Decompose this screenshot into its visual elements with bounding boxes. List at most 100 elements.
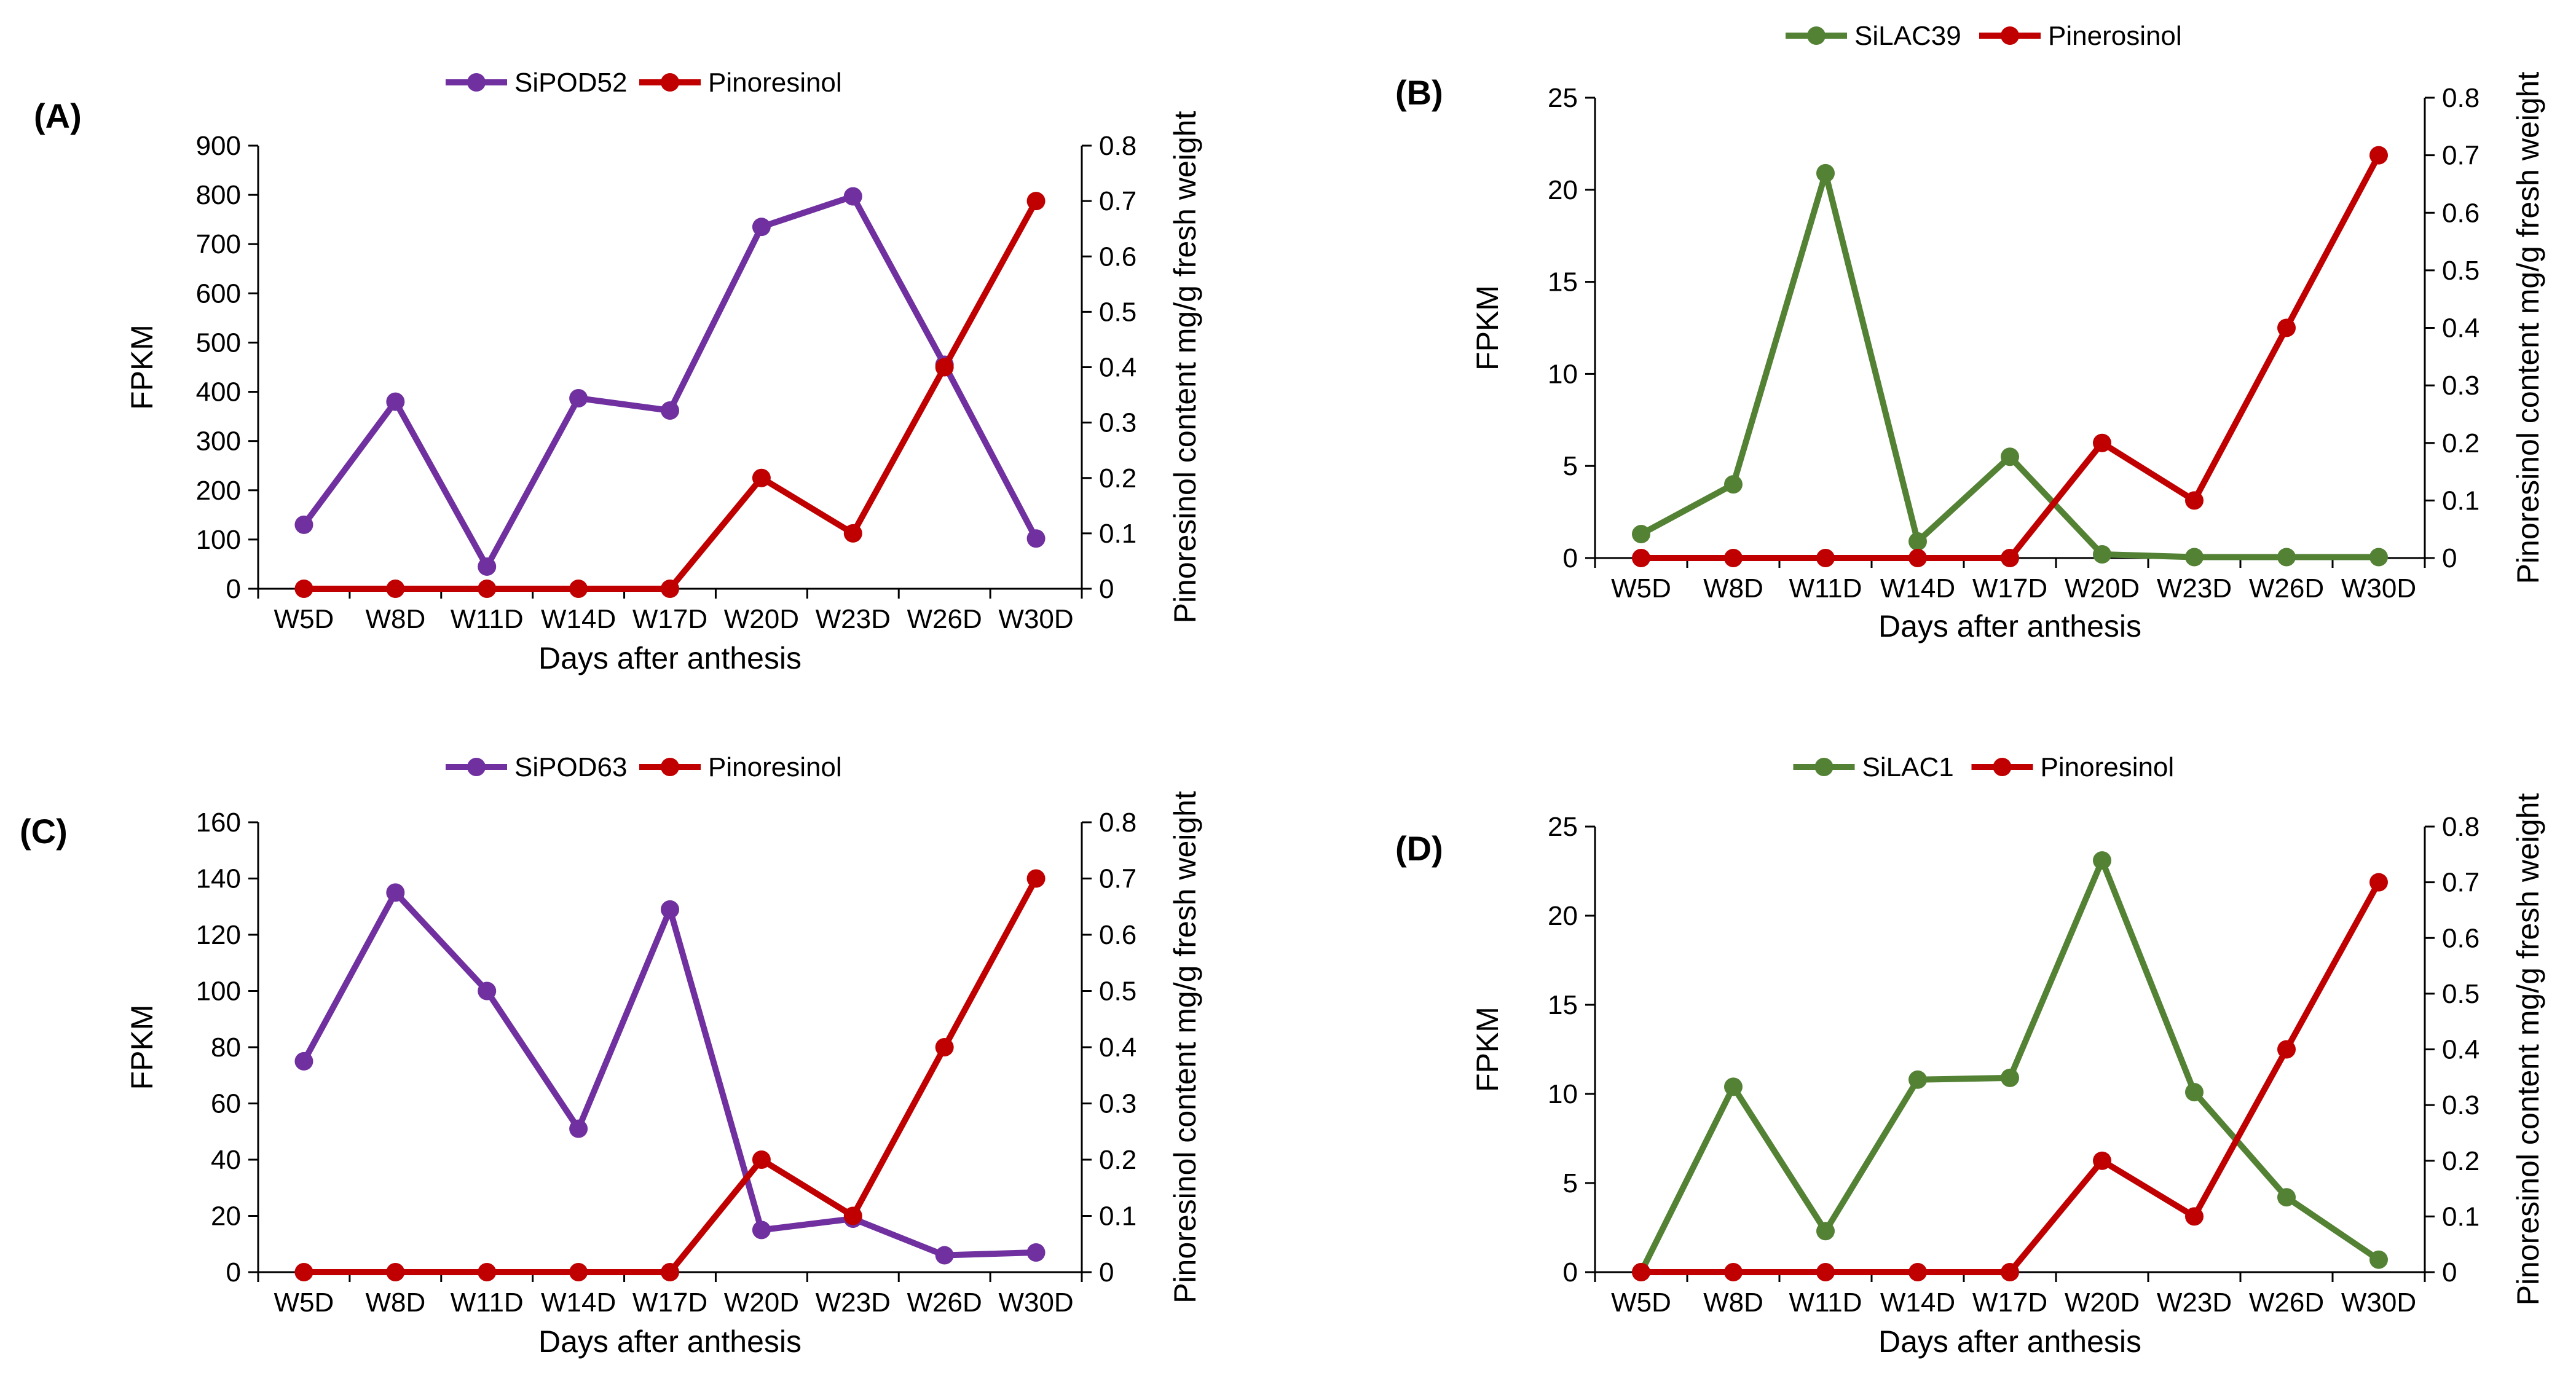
x-tick-label: W14D [541, 1288, 616, 1318]
x-tick-label: W17D [1972, 1288, 2047, 1318]
y-left-tick-label: 0 [226, 1257, 241, 1288]
panel-label: (C) [20, 812, 68, 851]
x-tick-label: W26D [907, 604, 982, 634]
y-right-tick-label: 0.8 [1099, 131, 1136, 161]
data-point-pinoresinol [2093, 1151, 2111, 1170]
data-point-pinoresinol [386, 580, 405, 598]
chart-panel-c: (C) 0 20 40 60 80 100 120 140 160 0 0.1 0.2 0.3 0.4 0.5… [20, 752, 1202, 1359]
data-point-silac39 [2185, 548, 2204, 567]
data-point-pinerosinol [1632, 549, 1650, 567]
y-right-tick-label: 0.6 [1099, 920, 1136, 950]
y-right-tick-label: 0 [2442, 543, 2457, 573]
y-left-tick-label: 400 [196, 377, 241, 407]
x-tick-label: W8D [365, 604, 425, 634]
data-point-pinoresinol [569, 1263, 588, 1281]
y-right-tick-label: 0.2 [2442, 428, 2479, 458]
data-point-silac1 [2277, 1188, 2296, 1207]
legend-marker-pinoresinol [661, 73, 679, 92]
y-axis-right-title: Pinoresinol content mg/g fresh weight [1168, 791, 1202, 1303]
y-right-tick-label: 0.3 [2442, 371, 2479, 401]
y-axis-right-title: Pinoresinol content mg/g fresh weight [2511, 793, 2545, 1306]
y-right-tick-label: 0.4 [1099, 353, 1136, 383]
y-left-tick-label: 20 [1548, 901, 1578, 931]
y-right-tick-label: 0.7 [1099, 864, 1136, 894]
data-point-sipod52 [294, 515, 313, 534]
x-tick-label: W20D [2065, 1288, 2140, 1318]
data-point-pinerosinol [1908, 549, 1927, 567]
x-tick-label: W14D [1880, 1288, 1955, 1318]
y-right-tick-label: 0.4 [1099, 1032, 1136, 1063]
x-tick-label: W11D [1789, 573, 1862, 603]
y-right-tick-label: 0.6 [2442, 923, 2479, 953]
data-point-sipod52 [1026, 529, 1046, 548]
legend-marker-silac39 [1807, 26, 1826, 45]
data-point-pinoresinol [569, 580, 588, 598]
x-tick-label: W11D [451, 604, 524, 634]
data-point-silac39 [2369, 548, 2388, 567]
y-left-tick-label: 100 [196, 525, 241, 555]
y-left-tick-label: 200 [196, 476, 241, 506]
y-right-tick-label: 0.8 [2442, 83, 2479, 113]
series-line-pinerosinol [1641, 154, 2382, 561]
data-point-pinerosinol [1724, 549, 1743, 567]
legend-label: Pinoresinol [708, 68, 842, 98]
y-axis-left-title: FPKM [1470, 1007, 1505, 1092]
data-point-sipod63 [386, 883, 405, 902]
y-right-tick-label: 0 [2442, 1257, 2457, 1288]
x-tick-label: W11D [1789, 1288, 1862, 1318]
y-axis-left-title: FPKM [125, 324, 159, 410]
data-point-pinoresinol [752, 468, 771, 487]
data-point-silac39 [2277, 548, 2296, 567]
y-axis-right-title: Pinoresinol content mg/g fresh weight [2511, 72, 2545, 584]
y-left-tick-label: 60 [211, 1089, 241, 1119]
y-right-tick-label: 0.7 [1099, 186, 1136, 216]
data-point-sipod52 [843, 187, 862, 206]
y-left-tick-label: 20 [211, 1201, 241, 1232]
chart-panel-a: (A) 0 100 200 300 400 500 600 700 800 900 0 0.1 0.2 0.… [34, 68, 1202, 675]
series-line-silac1 [1638, 857, 2381, 1274]
data-point-sipod52 [569, 388, 588, 407]
data-point-pinoresinol [2001, 1263, 2019, 1281]
y-left-tick-label: 80 [211, 1032, 241, 1063]
y-right-tick-label: 0.2 [1099, 1145, 1136, 1175]
panel-label: (B) [1395, 73, 1443, 112]
x-tick-label: W5D [1611, 573, 1671, 603]
data-point-silac1 [2185, 1083, 2204, 1102]
data-point-sipod63 [478, 981, 497, 1001]
chart-panel-d: (D) 0 5 10 15 20 25 0 0.1 0.2 0.3 0.4 0.5 0.6 0.7 0.8 W5… [1395, 752, 2545, 1359]
y-left-tick-label: 100 [196, 977, 241, 1007]
series-line-sipod63 [301, 889, 1036, 1259]
y-left-tick-label: 0 [1563, 543, 1578, 573]
legend-label: Pinoresinol [708, 752, 842, 782]
x-tick-label: W26D [2249, 1288, 2324, 1318]
chart-panel-b: (B) 0 5 10 15 20 25 0 0.1 0.2 0.3 0.4 0.5 0.6 0.7 0.8 W5… [1395, 21, 2545, 643]
y-axis-right-title: Pinoresinol content mg/g fresh weight [1168, 111, 1202, 624]
data-point-sipod52 [478, 557, 497, 576]
y-left-tick-label: 500 [196, 328, 241, 358]
data-point-sipod63 [1026, 1243, 1046, 1262]
data-point-pinoresinol [294, 580, 313, 598]
panel-label: (D) [1395, 829, 1443, 868]
legend-marker-silac1 [1814, 758, 1834, 776]
data-point-pinoresinol [2277, 1040, 2296, 1059]
data-point-pinoresinol [843, 524, 862, 543]
data-point-sipod63 [661, 900, 679, 919]
data-point-pinoresinol [386, 1263, 405, 1281]
y-axis-left-title: FPKM [125, 1005, 159, 1090]
y-right-tick-label: 0.5 [1099, 977, 1136, 1007]
data-point-pinoresinol [1026, 869, 1046, 888]
data-point-pinoresinol [2185, 1207, 2204, 1226]
data-point-silac1 [1724, 1077, 1743, 1096]
x-tick-label: W17D [1972, 573, 2047, 603]
data-point-pinoresinol [294, 1263, 313, 1281]
y-right-tick-label: 0.5 [2442, 979, 2479, 1009]
legend-label: Pinerosinol [2048, 21, 2182, 51]
y-right-tick-label: 0.8 [2442, 812, 2479, 842]
y-right-tick-label: 0.7 [2442, 141, 2479, 171]
y-right-tick-label: 0 [1099, 574, 1114, 604]
y-right-tick-label: 0.1 [2442, 1201, 2479, 1232]
data-point-pinoresinol [2369, 873, 2388, 892]
data-point-pinerosinol [2093, 433, 2111, 452]
x-tick-label: W8D [1703, 1288, 1763, 1318]
